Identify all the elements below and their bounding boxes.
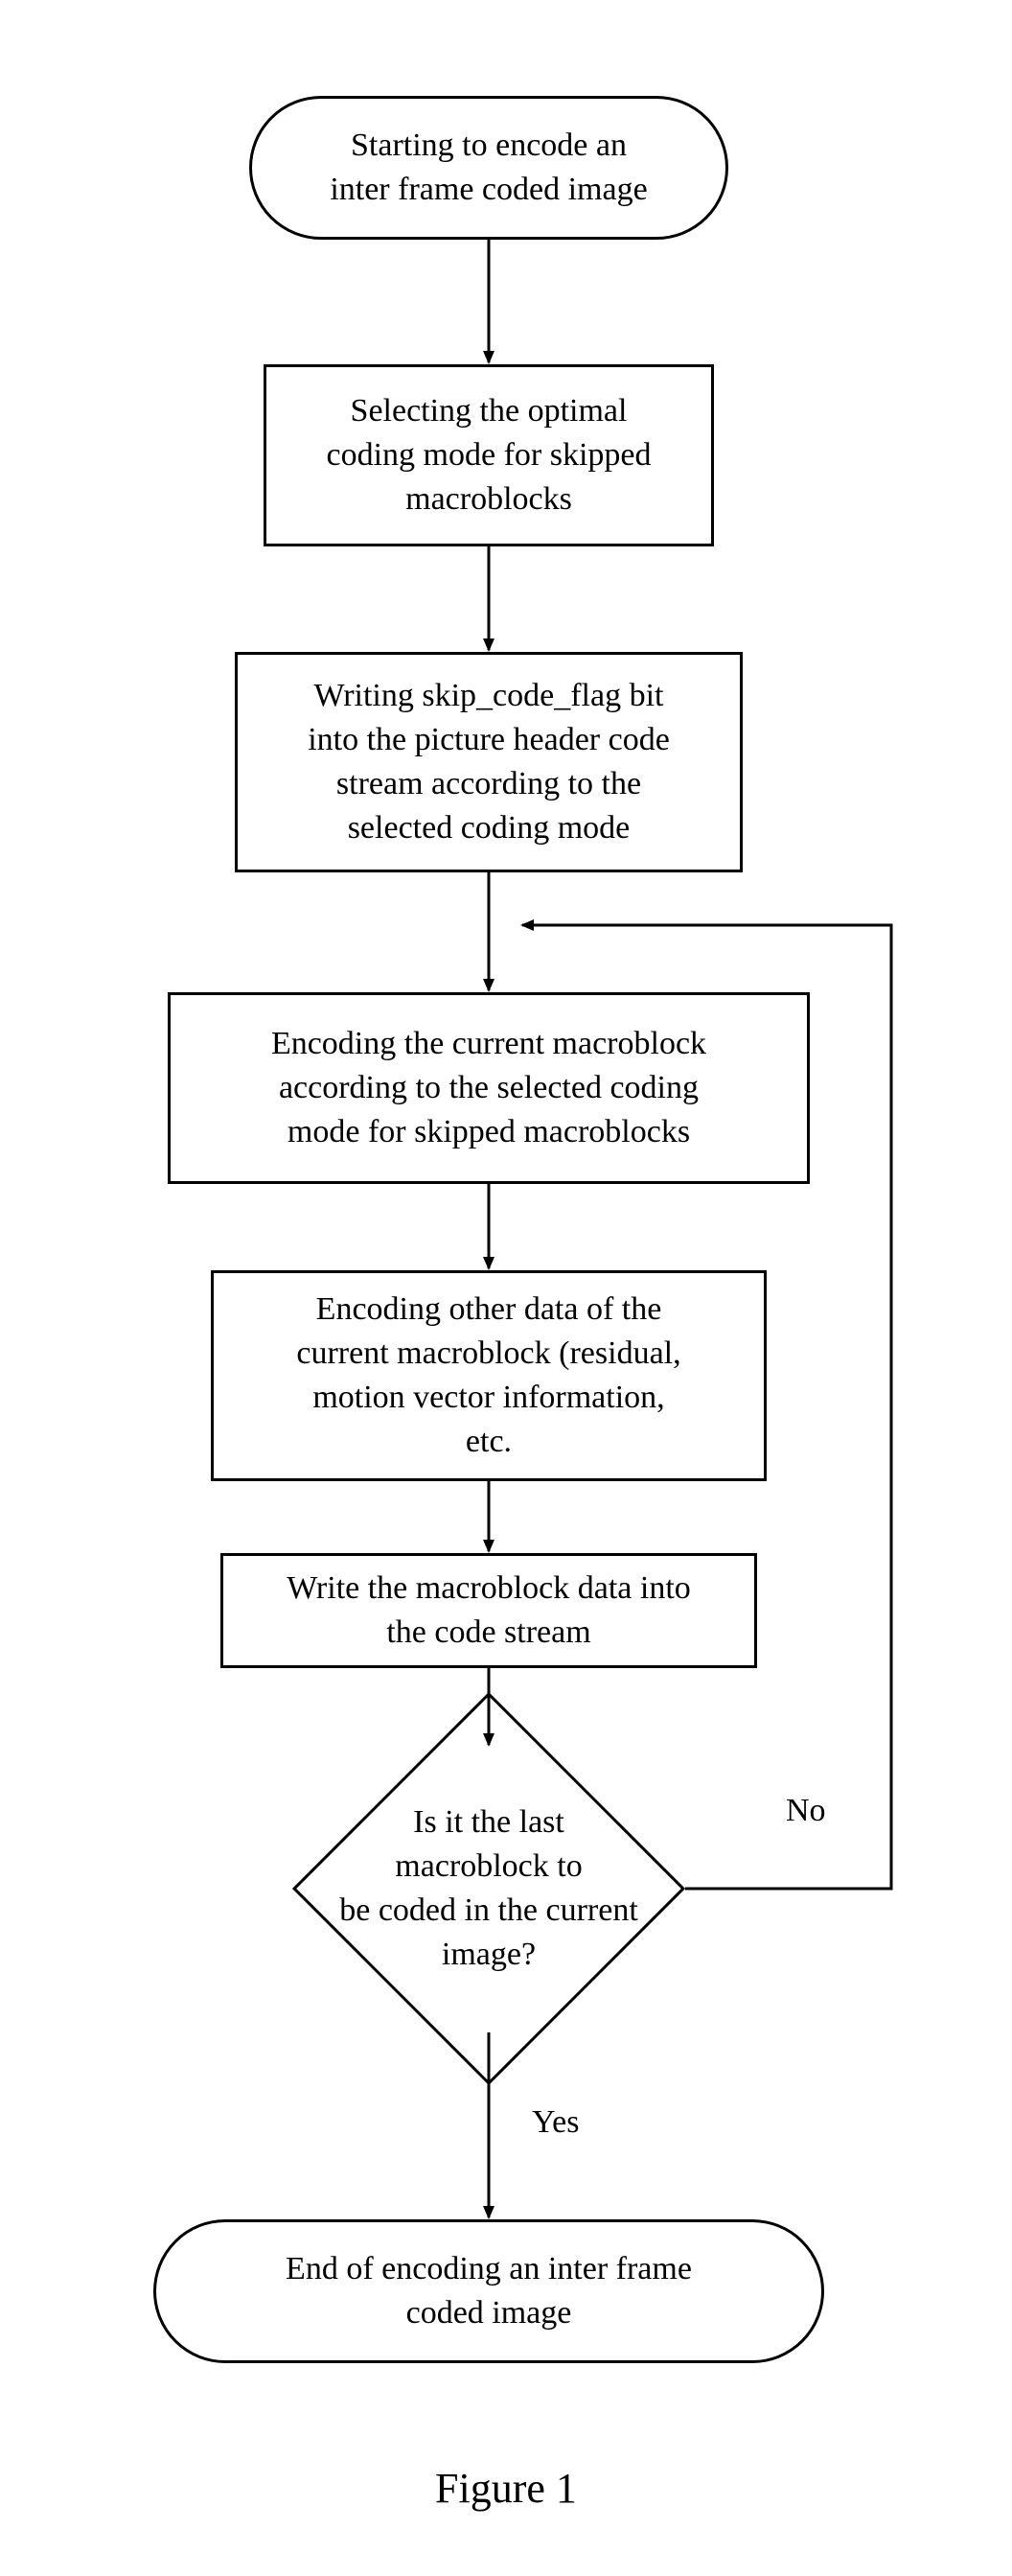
node-start-text: Starting to encode aninter frame coded i…: [330, 124, 647, 212]
node-encode-current: Encoding the current macroblockaccording…: [168, 992, 810, 1184]
figure-caption-text: Figure 1: [435, 2465, 577, 2512]
node-decision: Is it the lastmacroblock tobe coded in t…: [288, 1687, 690, 2090]
figure-caption: Figure 1: [0, 2464, 1012, 2513]
edge-label-yes: Yes: [532, 2104, 579, 2141]
node-start: Starting to encode aninter frame coded i…: [249, 96, 728, 240]
node-end: End of encoding an inter framecoded imag…: [153, 2219, 824, 2363]
node-write-flag: Writing skip_code_flag bitinto the pictu…: [235, 652, 743, 872]
edge-label-no: No: [786, 1793, 826, 1829]
edge-label-yes-text: Yes: [532, 2104, 579, 2140]
node-write-flag-text: Writing skip_code_flag bitinto the pictu…: [308, 674, 670, 850]
node-write-stream: Write the macroblock data intothe code s…: [220, 1553, 757, 1668]
node-select-mode: Selecting the optimalcoding mode for ski…: [264, 364, 714, 546]
edge-label-no-text: No: [786, 1793, 826, 1828]
flowchart-canvas: Starting to encode aninter frame coded i…: [0, 0, 1012, 2576]
node-encode-other: Encoding other data of thecurrent macrob…: [211, 1270, 767, 1481]
node-select-mode-text: Selecting the optimalcoding mode for ski…: [327, 389, 652, 522]
node-decision-text-wrap: Is it the lastmacroblock tobe coded in t…: [268, 1764, 709, 2013]
node-encode-other-text: Encoding other data of thecurrent macrob…: [296, 1288, 680, 1464]
node-decision-text: Is it the lastmacroblock tobe coded in t…: [339, 1800, 638, 1977]
node-encode-current-text: Encoding the current macroblockaccording…: [271, 1022, 706, 1154]
node-end-text: End of encoding an inter framecoded imag…: [286, 2247, 692, 2335]
node-write-stream-text: Write the macroblock data intothe code s…: [287, 1566, 691, 1655]
